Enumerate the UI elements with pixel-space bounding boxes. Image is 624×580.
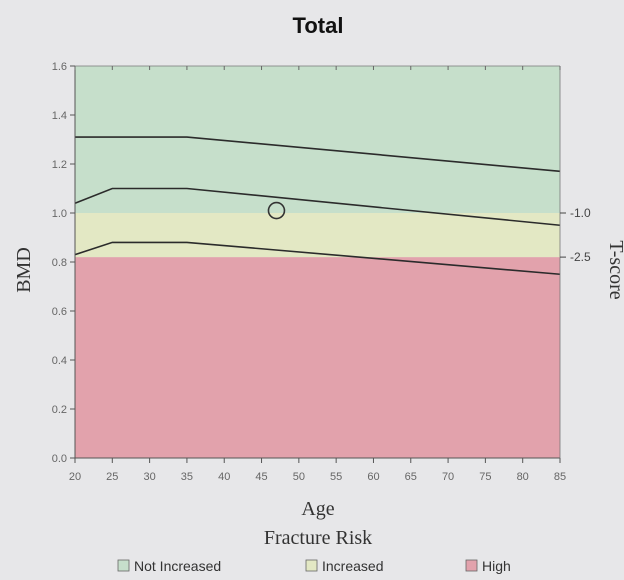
y-tick-label: 0.4 xyxy=(52,355,67,367)
x-tick-label: 20 xyxy=(69,471,81,483)
patient-point xyxy=(267,201,286,220)
x-tick-label: 40 xyxy=(218,471,230,483)
y-tick-label: 1.6 xyxy=(52,61,67,73)
y-tick-label: 0.0 xyxy=(52,453,67,465)
legend-swatch-not-increased xyxy=(117,559,130,572)
t-score-tick-label: -2.5 xyxy=(570,250,591,264)
x-tick-label: 70 xyxy=(442,471,454,483)
axes xyxy=(74,65,561,459)
x-ticks: 20 25 30 35 40 45 50 55 60 65 70 75 80 85 xyxy=(69,66,566,483)
x-tick-label: 45 xyxy=(255,471,267,483)
x-axis-title: Age xyxy=(301,498,334,520)
x-tick-label: 85 xyxy=(554,471,566,483)
legend-label-high: High xyxy=(482,558,511,574)
legend-label-not-increased: Not Increased xyxy=(134,558,221,574)
x-tick-label: 35 xyxy=(181,471,193,483)
y-tick-label: 0.6 xyxy=(52,306,67,318)
x-tick-label: 50 xyxy=(293,471,305,483)
x-tick-label: 55 xyxy=(330,471,342,483)
y-ticks: 0.0 0.2 0.4 0.6 0.8 1.0 1.2 1.4 1.6 xyxy=(52,61,75,465)
y2-axis-title: T-score xyxy=(605,240,624,299)
y-axis-title: BMD xyxy=(13,247,35,293)
t-score-tick-label: -1.0 xyxy=(570,206,591,220)
y-tick-label: 1.0 xyxy=(52,208,67,220)
legend-swatch-increased xyxy=(305,559,318,572)
y-tick-label: 0.2 xyxy=(52,404,67,416)
x-tick-label: 30 xyxy=(143,471,155,483)
reference-curve-3 xyxy=(74,241,561,276)
patient-point-marker xyxy=(267,201,286,220)
t-score-ticks: -1.0 -2.5 xyxy=(560,206,591,264)
zone-not-increased xyxy=(75,66,560,213)
y-tick-label: 0.8 xyxy=(52,257,67,269)
reference-curve-2 xyxy=(74,187,561,227)
legend: Not Increased Increased High xyxy=(117,558,511,574)
x-tick-label: 25 xyxy=(106,471,118,483)
x-tick-label: 65 xyxy=(405,471,417,483)
zone-high xyxy=(75,257,560,458)
legend-label-increased: Increased xyxy=(322,558,383,574)
legend-title: Fracture Risk xyxy=(264,527,372,549)
y-tick-label: 1.2 xyxy=(52,159,67,171)
risk-zones xyxy=(75,66,560,458)
chart-title: Total xyxy=(293,13,344,38)
reference-curves xyxy=(74,136,561,276)
x-tick-label: 80 xyxy=(517,471,529,483)
x-tick-label: 75 xyxy=(479,471,491,483)
legend-swatch-high xyxy=(465,559,478,572)
y-tick-label: 1.4 xyxy=(52,110,67,122)
x-tick-label: 60 xyxy=(367,471,379,483)
reference-curve-1 xyxy=(75,136,561,173)
zone-increased xyxy=(75,213,560,258)
